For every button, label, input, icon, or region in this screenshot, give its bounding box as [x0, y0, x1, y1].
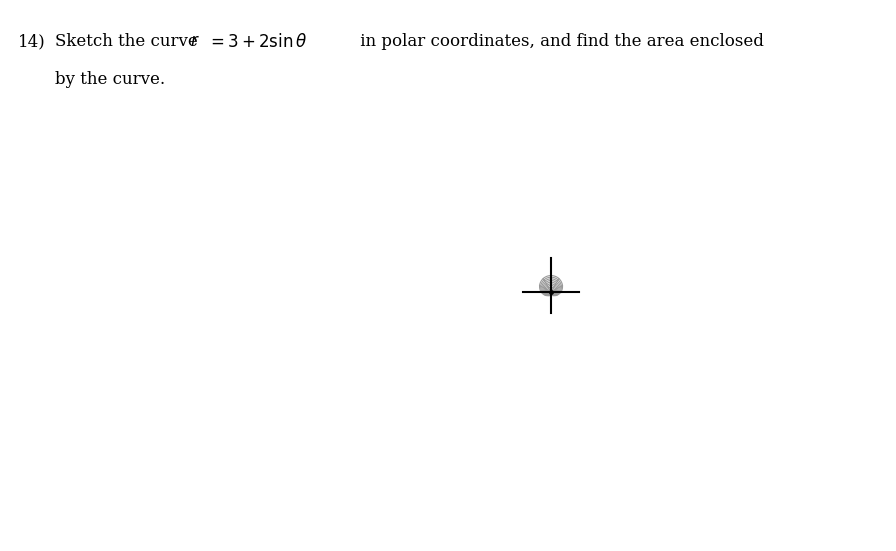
Text: 14): 14) [18, 33, 46, 50]
Text: by the curve.: by the curve. [55, 71, 165, 88]
Text: in polar coordinates, and find the area enclosed: in polar coordinates, and find the area … [355, 33, 764, 50]
Text: $= 3 + 2\sin\theta$: $= 3 + 2\sin\theta$ [207, 33, 307, 51]
Text: Sketch the curve: Sketch the curve [55, 33, 203, 50]
Text: $r$: $r$ [190, 33, 200, 50]
